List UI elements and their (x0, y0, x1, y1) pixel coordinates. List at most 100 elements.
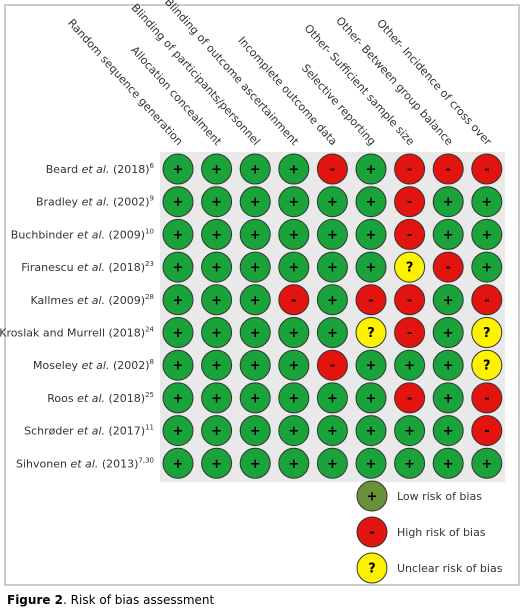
study-year: (2018) (109, 327, 146, 340)
rating-cell-symbol: + (211, 293, 222, 308)
rating-cell-symbol: + (366, 228, 377, 243)
rating-cell (201, 153, 233, 185)
rating-cell-symbol: + (211, 261, 222, 276)
rating-cell-symbol: ? (367, 326, 375, 341)
rating-cell-symbol: + (250, 391, 261, 406)
rating-cell-symbol: + (443, 424, 454, 439)
rating-cell-symbol: ? (406, 261, 414, 276)
study-year: (2018) (109, 261, 146, 274)
rating-cell (239, 186, 271, 218)
rating-cell (239, 153, 271, 185)
study-etal: et al. (77, 228, 105, 241)
rating-cell-symbol: + (250, 359, 261, 374)
rating-cell (316, 251, 348, 283)
rating-cell (432, 317, 464, 348)
rating-cell-symbol: - (407, 391, 412, 406)
rating-cell (355, 218, 387, 250)
study-ref: 6 (150, 162, 155, 170)
rating-cell-symbol: + (443, 391, 454, 406)
rating-cell (239, 218, 271, 250)
rating-cell (432, 447, 464, 479)
row-label: Kroslak and Murrell (2018)24 (0, 326, 155, 340)
rating-cell (471, 447, 503, 479)
legend-marker-symbol: + (367, 490, 378, 505)
study-ref: 28 (145, 293, 154, 301)
rating-cell-symbol: + (404, 457, 415, 472)
rating-cell (355, 317, 387, 348)
rating-cell-symbol: + (481, 228, 492, 243)
rating-cell-symbol: + (173, 457, 184, 472)
rating-cell (162, 317, 194, 348)
rating-cell (162, 447, 194, 479)
legend-marker-symbol: ? (368, 562, 376, 577)
rating-cell (162, 349, 194, 381)
rating-cell (316, 284, 348, 316)
rating-cell-symbol: + (211, 195, 222, 210)
rating-cell-symbol: + (211, 326, 222, 341)
rating-cell-symbol: - (291, 293, 296, 308)
rating-cell-symbol: + (443, 293, 454, 308)
rating-cell-symbol: + (327, 293, 338, 308)
row-label: Kallmes et al. (2009)28 (31, 293, 154, 307)
rating-cell-symbol: + (327, 326, 338, 341)
rating-cell (239, 317, 271, 348)
row-label: Beard et al. (2018)6 (46, 162, 155, 176)
rating-cell (239, 415, 271, 447)
rating-cell (239, 382, 271, 414)
rating-cell (316, 415, 348, 447)
rating-cell (432, 251, 464, 283)
rating-cell (355, 284, 387, 316)
rating-cell-symbol: - (407, 293, 412, 308)
rating-cell (162, 382, 194, 414)
study-ref: 23 (145, 260, 154, 268)
rating-cell (432, 415, 464, 447)
caption-text: . Risk of bias assessment (63, 593, 214, 607)
legend-marker (356, 552, 388, 584)
study-name: Kallmes (31, 294, 74, 307)
rating-cell-symbol: + (250, 457, 261, 472)
rating-cell-symbol: + (443, 359, 454, 374)
rating-cell-symbol: + (211, 359, 222, 374)
rating-cell (162, 218, 194, 250)
rating-cell (471, 415, 503, 447)
rating-cell (278, 251, 310, 283)
rating-cell (471, 349, 503, 381)
rating-cell-symbol: + (288, 326, 299, 341)
rating-cell-symbol: + (250, 293, 261, 308)
rating-cell-symbol: + (288, 359, 299, 374)
rating-cell (239, 447, 271, 479)
rating-cell-symbol: + (366, 163, 377, 178)
rating-cell (355, 153, 387, 185)
rating-cell (394, 284, 426, 316)
rating-cell (162, 415, 194, 447)
rating-cell (471, 251, 503, 283)
study-etal: et al. (77, 261, 105, 274)
rating-cell (278, 415, 310, 447)
rating-cell (355, 382, 387, 414)
row-label: Moseley et al. (2002)8 (33, 358, 154, 372)
study-name: Schrøder (24, 425, 74, 438)
rating-cell-symbol: + (481, 261, 492, 276)
rating-cell-symbol: + (327, 261, 338, 276)
rating-cell (201, 382, 233, 414)
rating-cell-symbol: + (443, 195, 454, 210)
rating-cell-symbol: - (407, 228, 412, 243)
rating-cell-symbol: + (366, 424, 377, 439)
study-year: (2002) (113, 359, 150, 372)
rating-cell (201, 284, 233, 316)
study-ref: 9 (150, 195, 154, 203)
rating-cell-symbol: - (445, 163, 450, 178)
rating-cell (201, 186, 233, 218)
rating-cell-symbol: + (211, 391, 222, 406)
rating-cell-symbol: + (366, 457, 377, 472)
rating-cell-symbol: + (173, 326, 184, 341)
rating-cell-symbol: + (211, 424, 222, 439)
rating-cell (239, 349, 271, 381)
rating-cell (278, 186, 310, 218)
rating-cell (278, 447, 310, 479)
rating-cell (316, 447, 348, 479)
rating-cell-symbol: + (250, 261, 261, 276)
rating-cell (316, 186, 348, 218)
rating-cell (201, 218, 233, 250)
rating-cell (471, 317, 503, 348)
